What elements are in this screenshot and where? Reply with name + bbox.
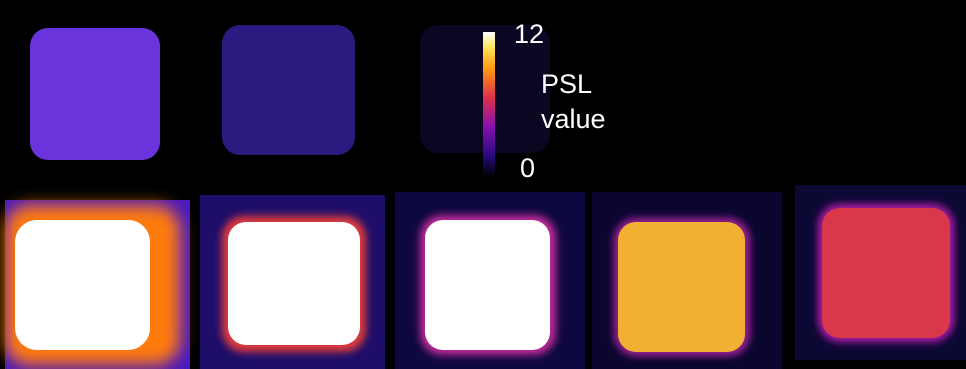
colorbar <box>483 32 495 177</box>
plate-square <box>222 25 355 155</box>
plate-square <box>425 220 550 350</box>
colorbar-label: PSL <box>541 69 592 99</box>
plate-square <box>30 28 160 160</box>
colorbar-tick-label: 0 <box>520 153 535 183</box>
plate-square <box>822 208 950 338</box>
colorbar-tick-label: 12 <box>514 19 544 49</box>
plate-square <box>618 222 745 352</box>
colorbar-label: value <box>541 104 606 134</box>
plate-square <box>228 222 360 345</box>
plate-square <box>15 220 150 350</box>
